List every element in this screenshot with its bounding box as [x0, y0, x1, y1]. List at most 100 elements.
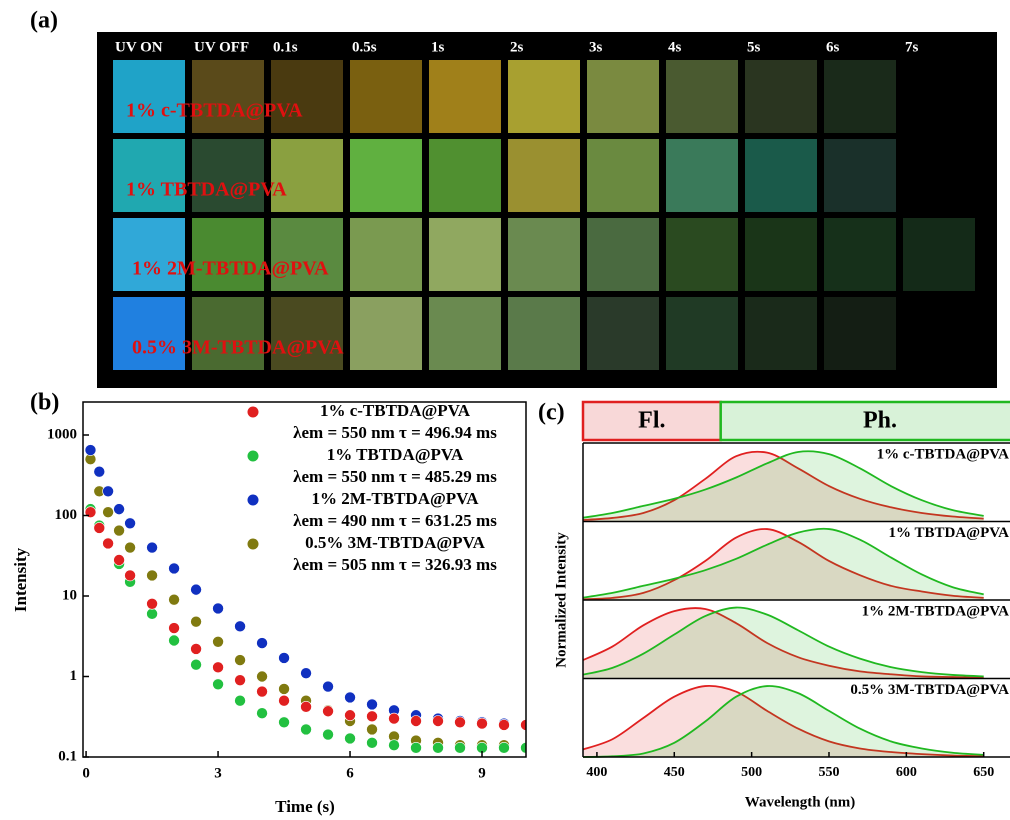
column-header: 2s: [510, 39, 524, 55]
legend-marker: [248, 407, 259, 418]
data-point: [345, 692, 356, 703]
data-point: [147, 542, 158, 553]
data-point: [389, 713, 400, 724]
data-point: [301, 724, 312, 735]
photo-tile: [587, 60, 659, 133]
data-point: [191, 659, 202, 670]
photo-tile: [508, 218, 580, 291]
data-point: [103, 507, 114, 518]
panel-title: 0.5% 3M-TBTDA@PVA: [850, 682, 1009, 698]
row-label: 1% c-TBTDA@PVA: [126, 100, 303, 122]
photo-tile: [508, 139, 580, 212]
data-point: [279, 695, 290, 706]
panel-label: (b): [30, 390, 59, 416]
data-point: [433, 742, 444, 753]
column-header: 3s: [589, 39, 603, 55]
x-tick-label: 500: [741, 765, 762, 780]
legend-note: λem = 550 nm τ = 485.29 ms: [293, 467, 497, 486]
photo-tile: [271, 139, 343, 212]
data-point: [103, 538, 114, 549]
photo-tile: [192, 218, 264, 291]
legend-marker: [248, 495, 259, 506]
data-point: [411, 716, 422, 727]
y-tick-label: 1: [70, 668, 78, 684]
data-point: [345, 710, 356, 721]
row-label: 0.5% 3M-TBTDA@PVA: [132, 337, 344, 359]
photo-tile: [429, 218, 501, 291]
photo-tile: [508, 60, 580, 133]
y-axis-title: Intensity: [11, 547, 30, 612]
data-point: [213, 636, 224, 647]
figure: (a)UV ONUV OFF0.1s0.5s1s2s3s4s5s6s7s1% c…: [0, 0, 1010, 820]
data-point: [257, 708, 268, 719]
photo-tile: [271, 297, 343, 370]
photo-tile: [666, 139, 738, 212]
photo-tile: [429, 297, 501, 370]
column-header: 1s: [431, 39, 445, 55]
data-point: [323, 681, 334, 692]
photo-tile: [745, 60, 817, 133]
data-point: [213, 662, 224, 673]
column-header: UV ON: [115, 39, 163, 55]
data-point: [125, 570, 136, 581]
x-tick-label: 0: [82, 765, 90, 781]
legend-label: 1% c-TBTDA@PVA: [320, 401, 471, 420]
data-point: [389, 740, 400, 751]
data-point: [125, 542, 136, 553]
data-point: [235, 621, 246, 632]
data-point: [191, 584, 202, 595]
legend-marker: [248, 451, 259, 462]
legend-note: λem = 505 nm τ = 326.93 ms: [293, 555, 497, 574]
data-point: [169, 623, 180, 634]
photo-tile: [113, 60, 185, 133]
photo-tile: [745, 139, 817, 212]
data-point: [345, 733, 356, 744]
photo-tile: [429, 60, 501, 133]
data-point: [191, 616, 202, 627]
photo-tile: [587, 218, 659, 291]
legend-label: Ph.: [863, 408, 897, 434]
photo-tile: [587, 297, 659, 370]
x-tick-label: 400: [586, 765, 607, 780]
y-tick-label: 100: [55, 507, 78, 523]
data-point: [147, 598, 158, 609]
legend-marker: [248, 539, 259, 550]
data-point: [94, 466, 105, 477]
data-point: [455, 742, 466, 753]
data-point: [94, 522, 105, 533]
photo-tile: [350, 139, 422, 212]
panel-title: 1% TBTDA@PVA: [888, 525, 1009, 541]
data-point: [301, 668, 312, 679]
data-point: [147, 608, 158, 619]
data-point: [85, 445, 96, 456]
panel-label: (a): [30, 8, 58, 34]
data-point: [169, 563, 180, 574]
data-point: [279, 683, 290, 694]
data-point: [213, 603, 224, 614]
y-axis-title: Normalized Intensity: [553, 532, 569, 668]
data-point: [257, 671, 268, 682]
data-point: [367, 724, 378, 735]
legend-note: λem = 550 nm τ = 496.94 ms: [293, 423, 497, 442]
photo-tile: [824, 218, 896, 291]
data-point: [257, 686, 268, 697]
column-header: UV OFF: [194, 39, 249, 55]
photo-tile: [745, 297, 817, 370]
x-tick-label: 650: [973, 765, 994, 780]
photo-tile: [192, 60, 264, 133]
y-tick-label: 0.1: [58, 748, 77, 764]
data-point: [114, 525, 125, 536]
y-tick-label: 10: [62, 587, 77, 603]
row-label: 1% TBTDA@PVA: [126, 179, 287, 201]
data-point: [499, 742, 510, 753]
photo-tile: [745, 218, 817, 291]
photo-tile: [271, 60, 343, 133]
data-point: [125, 518, 136, 529]
data-point: [147, 570, 158, 581]
photo-tile: [113, 297, 185, 370]
row-label: 1% 2M-TBTDA@PVA: [132, 258, 329, 280]
column-header: 6s: [826, 39, 840, 55]
data-point: [301, 701, 312, 712]
x-tick-label: 600: [896, 765, 917, 780]
data-point: [257, 638, 268, 649]
